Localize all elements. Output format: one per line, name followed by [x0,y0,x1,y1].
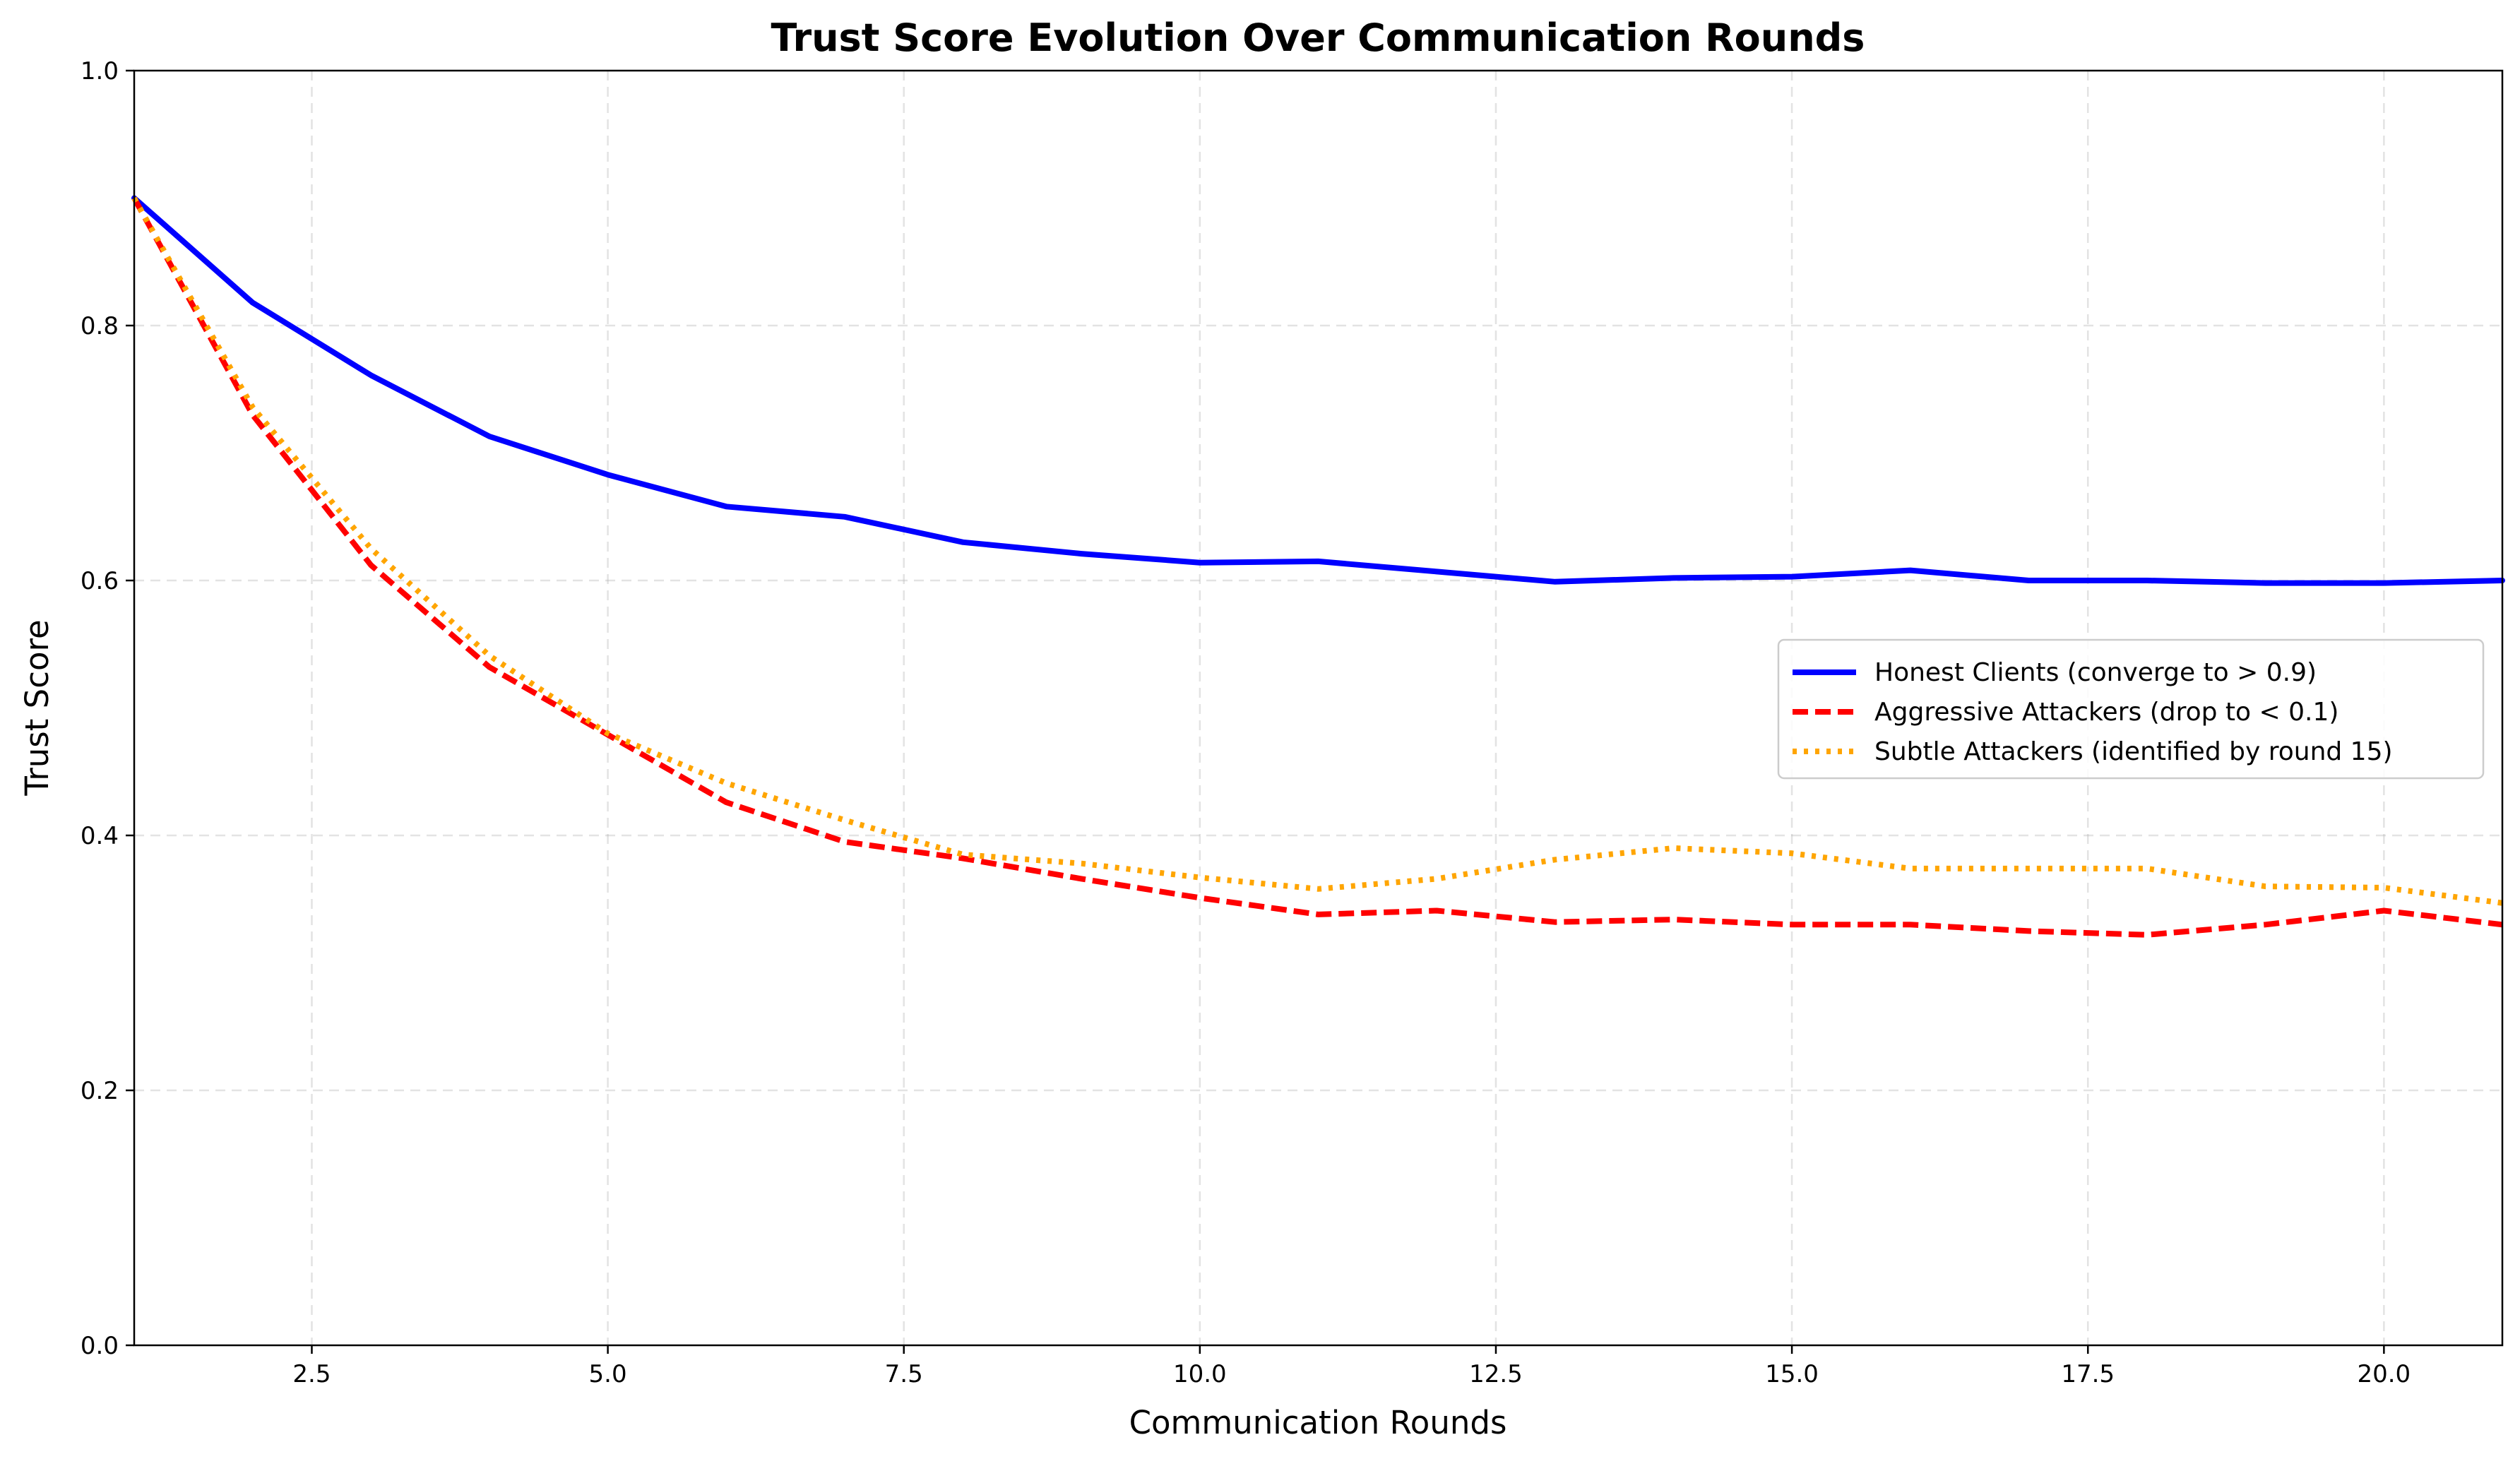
y-tick-label: 1.0 [81,57,119,85]
x-tick-label: 10.0 [1173,1360,1227,1388]
x-tick-label: 15.0 [1765,1360,1819,1388]
plot-frame [133,69,2504,1347]
x-tick-label: 12.5 [1469,1360,1523,1388]
y-tick-label: 0.0 [81,1332,119,1360]
y-tick-label: 0.2 [81,1077,119,1105]
x-tick-label: 5.0 [589,1360,627,1388]
legend-label-1: Honest Clients (converge to > 0.9) [1874,658,2317,687]
series-line-3 [131,196,2503,906]
y-tick-label: 0.8 [81,312,119,340]
x-tick-label: 2.5 [292,1360,331,1388]
legend-label-2: Aggressive Attackers (drop to < 0.1) [1874,698,2338,727]
y-tick-label: 0.4 [81,822,119,850]
legend: Honest Clients (converge to > 0.9) Aggres… [1777,638,2485,780]
x-axis: 2.5 5.0 7.5 10.0 12.5 15.0 17.5 20.0 [292,1345,2411,1388]
chart-title: Trust Score Evolution Over Communication… [771,16,1865,60]
series-layer [131,195,2505,938]
series-line-1 [131,195,2505,586]
y-tick-label: 0.6 [81,567,119,595]
x-tick-label: 20.0 [2357,1360,2411,1388]
y-axis-label: Trust Score [18,619,56,796]
legend-box [1777,638,2485,780]
series-line-2 [131,196,2503,938]
x-axis-label: Communication Rounds [1129,1404,1507,1441]
x-tick-label: 17.5 [2061,1360,2115,1388]
y-axis: 0.0 0.2 0.4 0.6 0.8 1.0 [81,57,134,1360]
x-tick-label: 7.5 [885,1360,923,1388]
legend-label-3: Subtle Attackers (identified by round 15… [1874,737,2393,766]
